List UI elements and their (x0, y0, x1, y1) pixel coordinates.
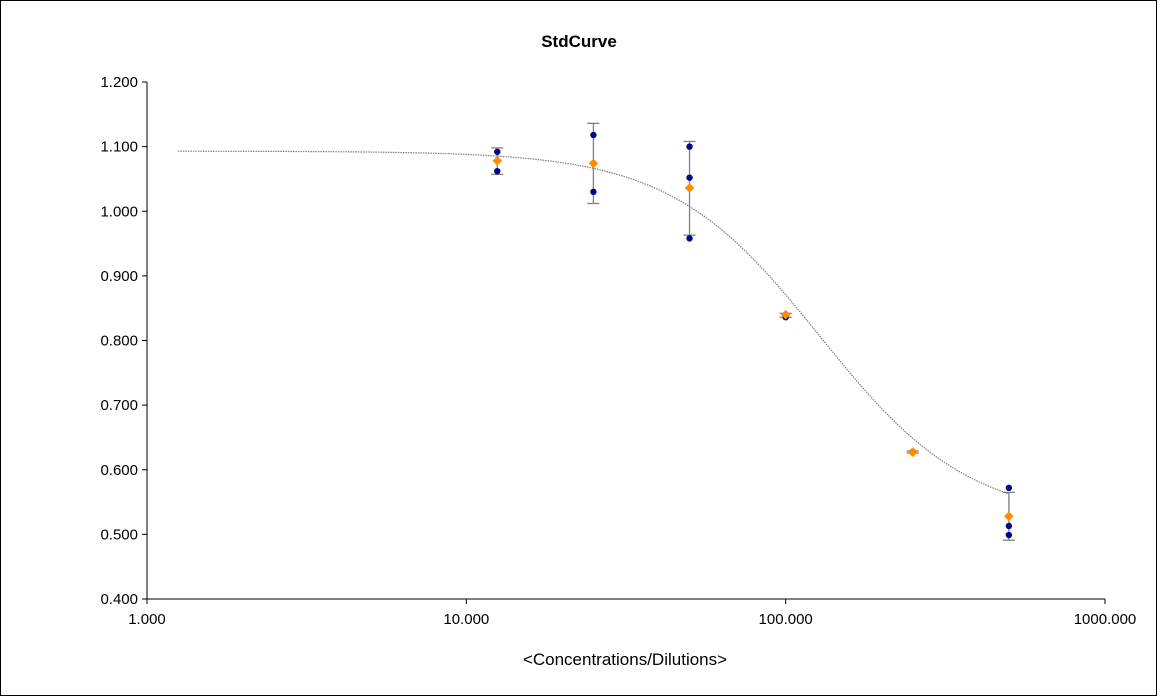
x-axis-title: <Concentrations/Dilutions> (523, 650, 727, 669)
mean-point (588, 158, 599, 169)
y-tick-label: 0.600 (100, 462, 138, 479)
mean-point (1004, 511, 1014, 522)
mean-point (907, 447, 918, 458)
replicate-point (590, 188, 597, 196)
x-tick-label: 10.000 (443, 611, 489, 628)
mean-point (492, 156, 503, 166)
y-tick-label: 0.500 (100, 526, 138, 543)
plot-area: 0.400 0.500 0.600 0.700 0.800 0.900 1.000 1.100… (100, 74, 1136, 628)
y-tick-label: 0.800 (100, 333, 138, 350)
replicate-point (686, 174, 693, 181)
replicate-point (590, 131, 597, 139)
x-tick-label: 1.000 (128, 611, 166, 628)
replicate-point (1005, 522, 1013, 530)
y-tick-label: 0.400 (100, 591, 138, 608)
replicate-point (1005, 531, 1013, 539)
mean-point (780, 309, 791, 320)
y-tick-label: 1.100 (100, 139, 138, 156)
replicate-point (494, 148, 501, 155)
y-tick-label: 0.900 (100, 268, 138, 285)
x-tick-label: 1000.000 (1074, 611, 1137, 628)
mean-point (684, 183, 695, 193)
replicate-point (494, 167, 501, 175)
replicate-point (1005, 484, 1013, 492)
replicate-point (686, 235, 693, 242)
y-tick-label: 1.000 (100, 203, 138, 220)
replicate-point (686, 143, 693, 150)
y-tick-label: 0.700 (100, 397, 138, 414)
x-tick-label: 100.000 (759, 611, 813, 628)
chart-title: StdCurve (541, 32, 617, 51)
y-tick-label: 1.200 (100, 74, 138, 91)
